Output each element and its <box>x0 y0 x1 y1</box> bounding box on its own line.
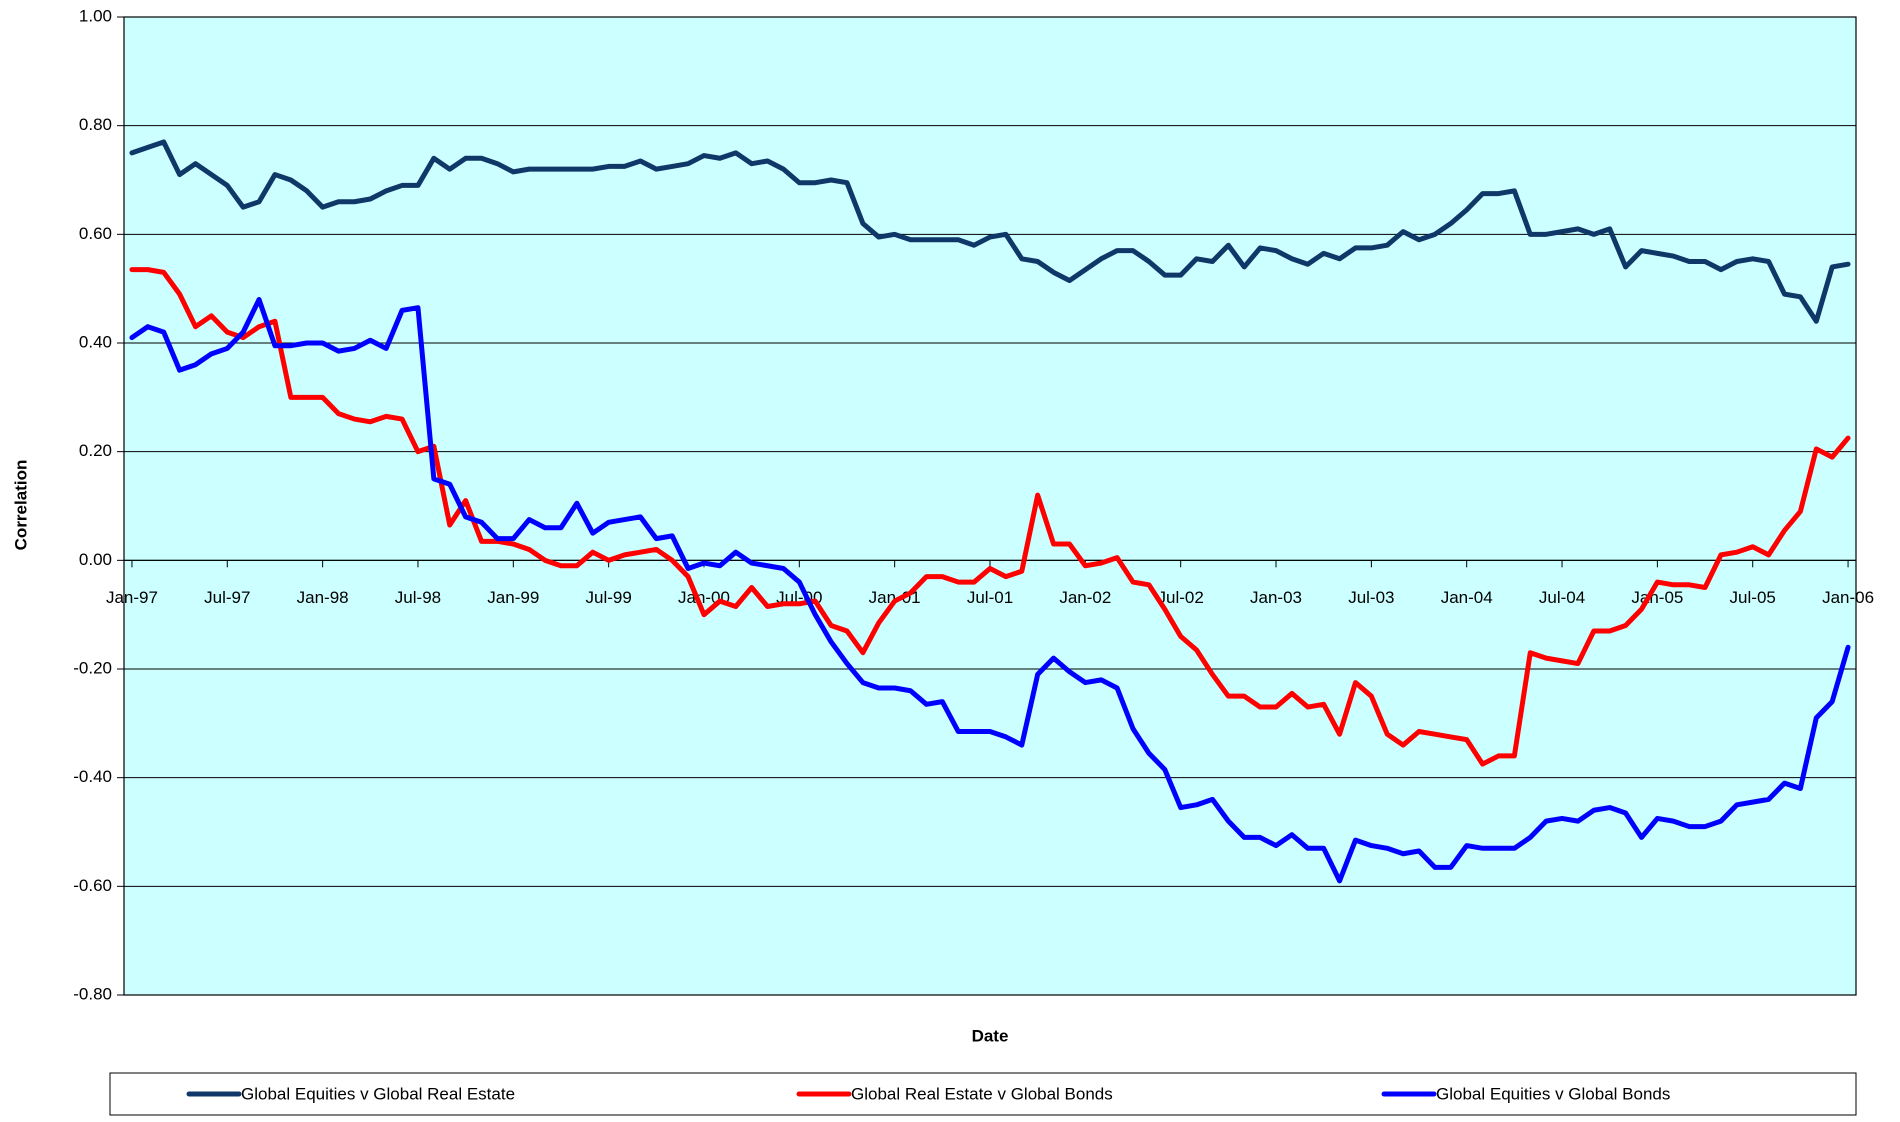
legend-label: Global Real Estate v Global Bonds <box>851 1084 1113 1103</box>
plot-area <box>124 17 1856 995</box>
y-tick-label: 0.80 <box>79 115 112 134</box>
series-line <box>129 139 1851 324</box>
x-tick-label: Jul-04 <box>1539 588 1585 607</box>
x-tick-label: Jul-02 <box>1158 588 1204 607</box>
x-tick-label: Jan-04 <box>1441 588 1493 607</box>
x-tick-label: Jan-03 <box>1250 588 1302 607</box>
x-tick-label: Jul-97 <box>204 588 250 607</box>
y-tick-label: 0.00 <box>79 550 112 569</box>
x-tick-label: Jan-06 <box>1822 588 1874 607</box>
x-tick-label: Jan-05 <box>1631 588 1683 607</box>
plot-border <box>123 16 1857 996</box>
series-line <box>129 297 1851 884</box>
x-tick-label: Jan-97 <box>106 588 158 607</box>
y-tick-label: -0.40 <box>73 767 112 786</box>
x-tick-label: Jul-05 <box>1730 588 1776 607</box>
x-axis-title: Date <box>972 1026 1009 1045</box>
y-tick-label: 0.60 <box>79 224 112 243</box>
x-tick-label: Jan-98 <box>297 588 349 607</box>
y-tick-label: -0.80 <box>73 984 112 1003</box>
y-tick-label: 1.00 <box>79 6 112 25</box>
y-tick-label: 0.40 <box>79 332 112 351</box>
y-tick-label: -0.60 <box>73 876 112 895</box>
legend-label: Global Equities v Global Real Estate <box>241 1084 515 1103</box>
x-tick-label: Jul-99 <box>585 588 631 607</box>
y-tick-label: -0.20 <box>73 658 112 677</box>
x-tick-label: Jul-01 <box>967 588 1013 607</box>
x-tick-label: Jan-02 <box>1059 588 1111 607</box>
x-tick-label: Jul-03 <box>1348 588 1394 607</box>
legend-label: Global Equities v Global Bonds <box>1436 1084 1670 1103</box>
series-line <box>129 267 1851 767</box>
legend-box <box>109 1072 1857 1116</box>
x-tick-label: Jul-98 <box>395 588 441 607</box>
y-axis-title: Correlation <box>11 460 30 551</box>
x-tick-label: Jan-99 <box>487 588 539 607</box>
y-tick-label: 0.20 <box>79 441 112 460</box>
